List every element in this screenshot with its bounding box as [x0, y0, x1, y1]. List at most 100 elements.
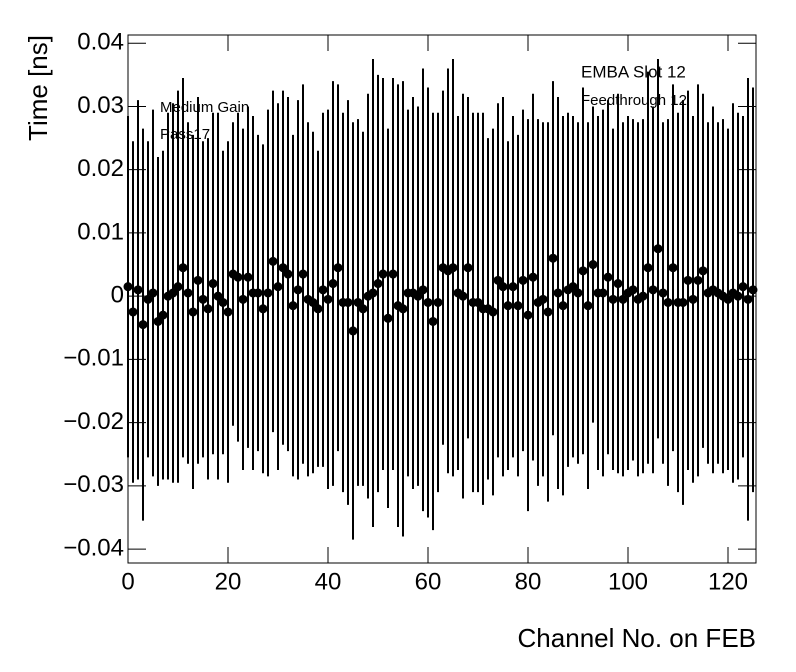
data-point: [503, 301, 513, 311]
data-point: [328, 279, 338, 289]
data-point: [313, 304, 323, 314]
y-tick-label: −0.04: [63, 534, 124, 561]
data-point: [738, 282, 748, 292]
data-point: [238, 294, 248, 304]
data-point: [568, 282, 578, 292]
data-point: [463, 263, 473, 273]
data-point: [558, 301, 568, 311]
data-point: [373, 279, 383, 289]
data-point: [693, 275, 703, 285]
x-tick-label: 100: [608, 568, 648, 595]
data-point: [543, 307, 553, 317]
data-point: [618, 294, 628, 304]
data-point: [628, 285, 638, 295]
data-point: [308, 297, 318, 307]
data-point: [668, 263, 678, 273]
data-point: [583, 301, 593, 311]
data-point: [523, 310, 533, 320]
data-point: [488, 307, 498, 317]
data-point: [358, 304, 368, 314]
data-point: [643, 263, 653, 273]
data-point: [343, 297, 353, 307]
data-point: [348, 326, 358, 336]
data-point: [243, 272, 253, 282]
data-point: [138, 320, 148, 330]
data-point: [743, 294, 753, 304]
y-tick-label: −0.02: [63, 408, 124, 435]
data-point: [203, 304, 213, 314]
data-point: [283, 269, 293, 279]
data-point: [208, 279, 218, 289]
data-point: [658, 288, 668, 298]
data-point: [653, 244, 663, 254]
data-point: [418, 285, 428, 295]
data-point: [538, 294, 548, 304]
data-point: [183, 288, 193, 298]
data-point: [473, 297, 483, 307]
x-tick-label: 120: [708, 568, 748, 595]
x-tick-label: 80: [515, 568, 542, 595]
data-point: [688, 294, 698, 304]
data-point: [218, 297, 228, 307]
data-point: [153, 316, 163, 326]
data-point: [598, 288, 608, 298]
data-point: [168, 288, 178, 298]
data-point: [723, 294, 733, 304]
data-point: [368, 288, 378, 298]
data-point: [573, 288, 583, 298]
data-point: [433, 297, 443, 307]
data-point: [678, 297, 688, 307]
data-point: [508, 282, 518, 292]
x-axis-label: Channel No. on FEB: [518, 623, 756, 653]
data-point: [188, 307, 198, 317]
data-point: [158, 310, 168, 320]
data-point: [683, 275, 693, 285]
data-point: [553, 288, 563, 298]
data-point: [198, 294, 208, 304]
x-tick-label: 20: [215, 568, 242, 595]
data-point: [333, 263, 343, 273]
data-point: [578, 266, 588, 276]
data-point: [383, 313, 393, 323]
data-point: [513, 301, 523, 311]
data-point: [178, 263, 188, 273]
data-point: [233, 272, 243, 282]
data-point: [638, 291, 648, 301]
y-tick-label: 0: [111, 281, 124, 308]
data-point: [413, 291, 423, 301]
data-point: [648, 285, 658, 295]
data-point: [273, 282, 283, 292]
data-point: [353, 297, 363, 307]
data-point: [603, 272, 613, 282]
data-point: [498, 282, 508, 292]
x-tick-label: 40: [315, 568, 342, 595]
data-point: [388, 269, 398, 279]
data-point: [528, 272, 538, 282]
data-point: [398, 304, 408, 314]
data-point: [748, 285, 758, 295]
data-point: [278, 263, 288, 273]
data-point: [148, 288, 158, 298]
y-tick-label: 0.01: [77, 218, 124, 245]
data-point: [458, 291, 468, 301]
y-tick-label: −0.01: [63, 345, 124, 372]
y-tick-label: 0.04: [77, 29, 124, 56]
data-point: [288, 301, 298, 311]
data-point: [518, 275, 528, 285]
data-point: [318, 285, 328, 295]
data-point: [173, 282, 183, 292]
y-tick-label: 0.02: [77, 155, 124, 182]
data-point: [663, 297, 673, 307]
data-point: [223, 307, 233, 317]
data-point: [588, 260, 598, 270]
data-point: [323, 294, 333, 304]
y-axis-label: Time [ns]: [23, 35, 53, 141]
data-point: [698, 266, 708, 276]
data-point: [213, 291, 223, 301]
data-point: [428, 316, 438, 326]
data-point: [253, 288, 263, 298]
data-point: [423, 297, 433, 307]
data-point: [298, 269, 308, 279]
data-point: [268, 256, 278, 266]
